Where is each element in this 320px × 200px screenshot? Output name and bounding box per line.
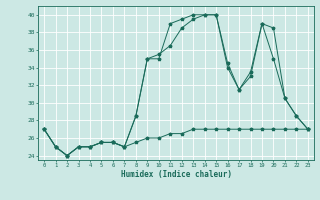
X-axis label: Humidex (Indice chaleur): Humidex (Indice chaleur) [121, 170, 231, 179]
